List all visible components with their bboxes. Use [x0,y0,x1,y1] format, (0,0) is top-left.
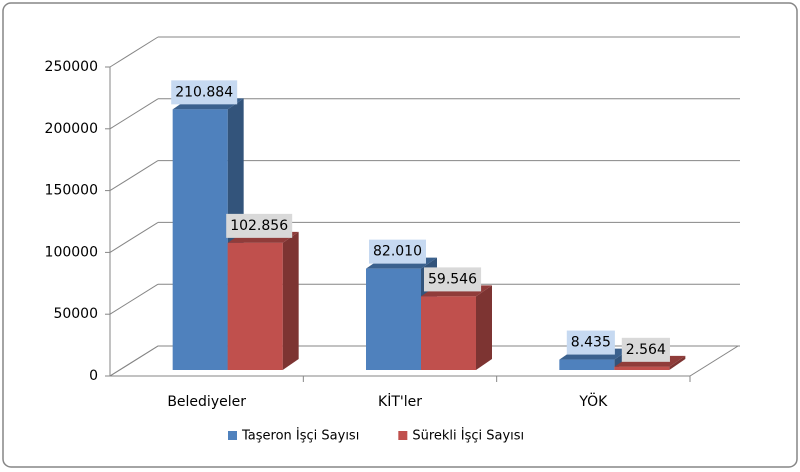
bar [366,268,421,370]
y-tick-label: 100000 [45,244,98,260]
bar [227,242,283,370]
value-label: 102.856 [230,218,288,234]
bar-side [669,355,686,370]
value-label: 2.564 [626,342,666,358]
bar [421,296,476,370]
y-tick-label: 50000 [53,306,98,322]
bar-side [282,231,299,370]
grid-slant [109,283,159,315]
y-tick-label: 150000 [45,183,98,199]
value-label-bg [226,213,293,238]
value-label-bg [424,267,482,292]
value-label: 59.546 [428,271,477,287]
grid-slant [109,98,159,130]
legend-swatch [398,431,408,440]
value-label-bg [369,239,426,264]
x-tick-label: YÖK [578,392,608,410]
value-label-bg [566,330,615,355]
legend-label: Sürekli İşçi Sayısı [412,428,524,444]
grid-slant [109,160,159,192]
bar [559,359,615,370]
y-tick-label: 250000 [45,59,98,75]
y-tick-label: 0 [89,368,98,384]
grid-slant [109,36,159,68]
value-label: 82.010 [373,244,422,260]
x-tick-label: Belediyeler [167,394,246,410]
x-tick-label: KİT'ler [378,392,422,410]
grid-slant [109,221,159,253]
bar [614,366,670,370]
value-label-bg [621,337,670,362]
value-label: 8.435 [571,335,611,351]
grid-slant [109,345,159,377]
value-label: 210.884 [175,84,233,100]
value-label-bg [171,80,238,105]
y-tick-label: 200000 [45,121,98,137]
bar [172,109,228,370]
legend-swatch [228,431,237,440]
legend-label: Taşeron İşçi Sayısı [241,428,359,444]
bar-side [476,285,492,370]
